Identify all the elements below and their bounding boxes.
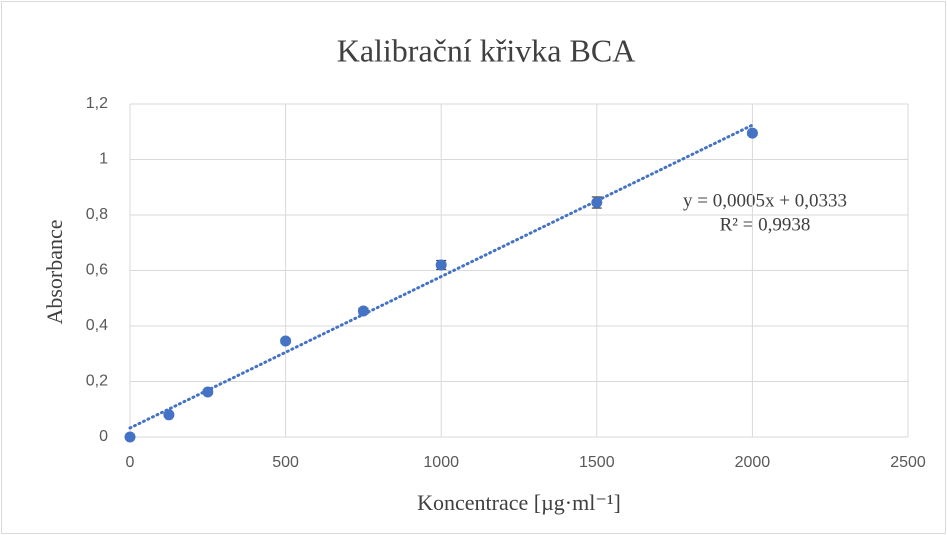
- trendline-equation: y = 0,0005x + 0,0333: [683, 190, 847, 211]
- y-tick-label: 0,4: [86, 317, 108, 334]
- y-tick-label: 1: [99, 151, 108, 168]
- trendline: [128, 123, 754, 430]
- x-tick-label: 1500: [579, 454, 615, 471]
- x-tick-label: 1000: [423, 454, 459, 471]
- y-tick-label: 0,8: [86, 206, 108, 223]
- y-tick-label: 0: [99, 428, 108, 445]
- y-tick-label: 0,6: [86, 262, 108, 279]
- x-tick-label: 0: [126, 454, 135, 471]
- y-tick-label: 0,2: [86, 373, 108, 390]
- trendline-r2: R² = 0,9938: [720, 214, 811, 235]
- x-tick-label: 2000: [735, 454, 771, 471]
- point: [591, 197, 603, 209]
- chart-title: Kalibrační křivka BCA: [337, 32, 636, 68]
- x-axis-label: Koncentrace [µg·ml⁻¹]: [417, 490, 621, 515]
- point: [202, 386, 214, 398]
- y-tick-label: 1,2: [86, 95, 108, 112]
- x-tick-label: 2500: [890, 454, 926, 471]
- point: [124, 431, 136, 443]
- point: [746, 127, 758, 139]
- point: [357, 305, 369, 317]
- point: [435, 259, 447, 271]
- point: [280, 335, 292, 347]
- point: [163, 409, 175, 421]
- x-tick-label: 500: [272, 454, 299, 471]
- y-axis-label: Absorbance: [42, 219, 67, 324]
